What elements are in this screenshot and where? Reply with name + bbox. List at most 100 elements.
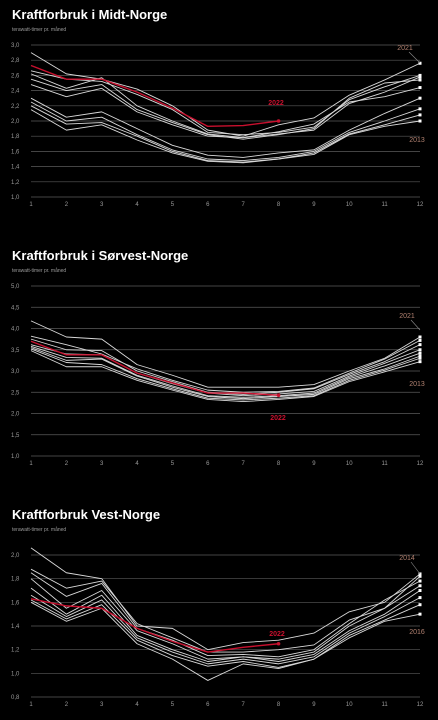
chart-subtitle: terawatt-timer pr. måned	[12, 268, 67, 274]
series-line	[30, 84, 421, 139]
y-tick-label: 3,0	[11, 43, 20, 49]
series-endpoint	[418, 338, 422, 342]
series-endpoint	[418, 335, 422, 339]
series-endpoint	[418, 78, 422, 82]
x-tick-label: 1	[29, 202, 33, 208]
series-endpoint	[418, 107, 422, 111]
annotation-label: 2022	[268, 100, 284, 107]
y-tick-label: 1,5	[11, 433, 20, 439]
series-line	[30, 578, 421, 660]
y-tick-label: 2,0	[11, 119, 20, 125]
x-tick-label: 5	[171, 702, 175, 708]
y-tick-label: 2,6	[11, 73, 20, 79]
annotation-label: 2013	[409, 137, 425, 144]
x-tick-label: 11	[382, 702, 389, 708]
x-tick-label: 3	[100, 702, 104, 708]
highlight-endpoint	[276, 393, 281, 398]
x-tick-label: 2	[65, 461, 69, 467]
x-tick-label: 12	[417, 702, 424, 708]
y-tick-label: 2,0	[11, 553, 20, 559]
y-tick-label: 3,5	[11, 348, 20, 354]
x-tick-label: 9	[312, 461, 316, 467]
x-tick-label: 10	[346, 702, 353, 708]
x-tick-label: 5	[171, 202, 175, 208]
y-tick-label: 4,5	[11, 305, 20, 311]
annotation-leader	[408, 51, 421, 64]
x-tick-label: 7	[242, 461, 246, 467]
x-tick-label: 3	[100, 461, 104, 467]
y-tick-label: 2,0	[11, 412, 20, 418]
y-tick-label: 1,0	[11, 454, 20, 460]
series-line	[30, 70, 421, 136]
y-tick-label: 1,4	[11, 165, 20, 171]
x-tick-label: 10	[346, 461, 353, 467]
y-tick-label: 1,2	[11, 648, 20, 654]
y-tick-label: 5,0	[11, 284, 20, 290]
annotation-label: 2022	[270, 415, 286, 422]
series-line	[30, 335, 421, 393]
series-line	[30, 601, 421, 681]
series-endpoint	[418, 356, 422, 360]
series-endpoint	[418, 75, 422, 79]
x-tick-label: 2	[65, 702, 69, 708]
y-tick-label: 1,2	[11, 180, 20, 186]
series-line	[30, 105, 421, 163]
y-tick-label: 1,0	[11, 195, 20, 201]
annotation-label: 2021	[397, 45, 413, 52]
annotation-label: 2022	[269, 631, 285, 638]
series-endpoint	[418, 119, 422, 123]
y-tick-label: 1,6	[11, 149, 20, 155]
x-tick-label: 4	[135, 461, 139, 467]
chart-title: Kraftforbruk i Sørvest-Norge	[12, 248, 189, 263]
x-tick-label: 4	[135, 202, 139, 208]
series-endpoint	[418, 612, 422, 616]
x-tick-label: 1	[29, 702, 33, 708]
x-tick-label: 8	[277, 461, 281, 467]
x-tick-label: 9	[312, 702, 316, 708]
x-tick-label: 12	[417, 461, 424, 467]
x-tick-label: 3	[100, 202, 104, 208]
series-endpoint	[418, 574, 422, 578]
series-line	[30, 109, 421, 164]
series-endpoint	[418, 351, 422, 355]
x-tick-label: 8	[277, 202, 281, 208]
series-line	[30, 345, 421, 398]
series-line	[30, 572, 421, 658]
series-line	[30, 348, 421, 401]
series-endpoint	[418, 343, 422, 347]
y-tick-label: 2,2	[11, 104, 20, 110]
series-line	[30, 350, 421, 403]
x-tick-label: 6	[206, 202, 210, 208]
x-tick-label: 12	[417, 202, 424, 208]
series-line	[30, 587, 421, 662]
series-endpoint	[418, 354, 422, 358]
series-endpoint	[418, 584, 422, 588]
annotation-label: 2013	[409, 381, 425, 388]
x-tick-label: 5	[171, 461, 175, 467]
x-tick-label: 11	[382, 202, 389, 208]
annotation-label: 2021	[399, 313, 415, 320]
series-line-highlight	[30, 340, 279, 396]
x-tick-label: 2	[65, 202, 69, 208]
series-line	[30, 547, 421, 651]
chart-subtitle: terawatt-timer pr. måned	[12, 527, 67, 533]
series-line	[30, 97, 421, 158]
series-line	[30, 101, 421, 161]
x-tick-label: 9	[312, 202, 316, 208]
series-endpoint	[418, 348, 422, 352]
chart-subtitle: terawatt-timer pr. måned	[12, 27, 67, 33]
y-tick-label: 1,6	[11, 600, 20, 606]
series-line-highlight	[30, 64, 279, 128]
y-tick-label: 1,8	[11, 134, 20, 140]
series-line-highlight	[30, 598, 279, 653]
x-tick-label: 4	[135, 702, 139, 708]
highlight-endpoint	[276, 641, 281, 646]
annotation-leader	[410, 561, 421, 575]
chart-title: Kraftforbruk Vest-Norge	[12, 507, 161, 522]
x-tick-label: 6	[206, 702, 210, 708]
x-tick-label: 7	[242, 702, 246, 708]
y-tick-label: 4,0	[11, 327, 20, 333]
y-tick-label: 1,8	[11, 577, 20, 583]
